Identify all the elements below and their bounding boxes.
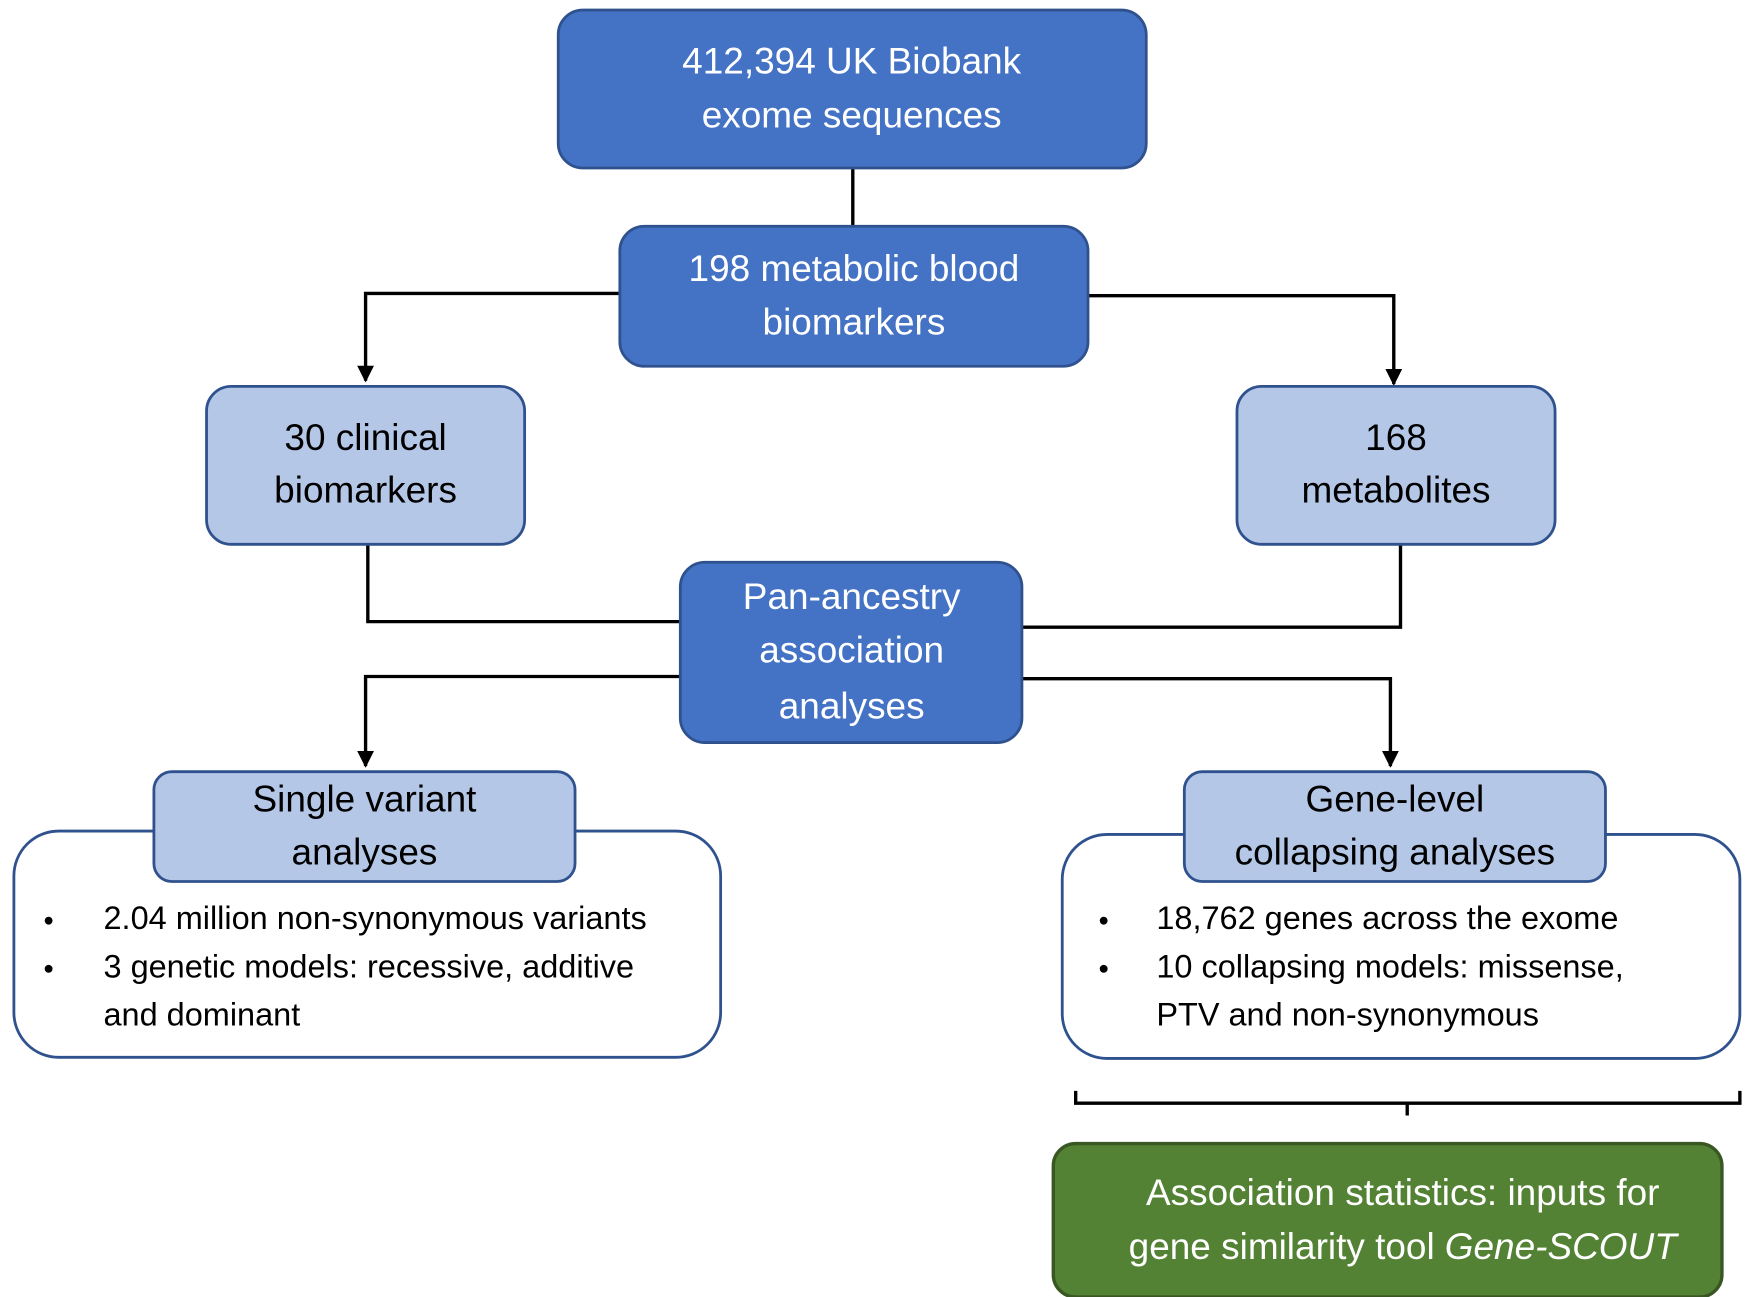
node-text: analyses bbox=[292, 831, 438, 872]
node-text: metabolites bbox=[1302, 470, 1491, 511]
bullet-text: 18,762 genes across the exome bbox=[1156, 900, 1618, 936]
bullet bbox=[1099, 916, 1108, 925]
node-text-italic: Gene-SCOUT bbox=[1445, 1226, 1679, 1267]
node-text: Gene-level bbox=[1306, 779, 1485, 820]
arrow bbox=[1088, 294, 1403, 386]
connector bbox=[1023, 544, 1403, 629]
connectors bbox=[357, 168, 1742, 1116]
arrow bbox=[1021, 677, 1399, 768]
arrow bbox=[357, 674, 681, 768]
node-text: Single variant bbox=[253, 779, 477, 820]
result-box bbox=[1051, 1141, 1724, 1297]
node-text: Pan-ancestry bbox=[743, 576, 961, 617]
node-text: gene similarity tool Gene-SCOUT bbox=[1129, 1226, 1680, 1267]
node-text: analyses bbox=[779, 686, 925, 727]
bullet-text: 2.04 million non-synonymous variants bbox=[103, 900, 646, 936]
node-text: biomarkers bbox=[274, 470, 457, 511]
node-text-part: gene similarity tool bbox=[1129, 1226, 1435, 1267]
brace bbox=[1074, 1090, 1742, 1116]
bullet-text: 3 genetic models: recessive, additive bbox=[103, 948, 634, 984]
node-text: biomarkers bbox=[763, 302, 946, 343]
node-box bbox=[1182, 770, 1607, 883]
node-box bbox=[618, 224, 1090, 368]
node-box bbox=[205, 385, 527, 546]
bullet-text: and dominant bbox=[103, 997, 300, 1033]
bullet bbox=[44, 964, 53, 973]
node-text: 198 metabolic blood bbox=[689, 248, 1020, 289]
connector bbox=[366, 544, 681, 624]
node-text: 30 clinical bbox=[284, 417, 446, 458]
bullet bbox=[1099, 964, 1108, 973]
bullet-text: 10 collapsing models: missense, bbox=[1156, 948, 1623, 984]
node-text: 168 bbox=[1365, 417, 1427, 458]
node-text: 412,394 UK Biobank bbox=[682, 41, 1022, 82]
bullet-text: PTV and non-synonymous bbox=[1156, 997, 1539, 1033]
node-text: Association statistics: inputs for bbox=[1146, 1172, 1659, 1213]
bullet bbox=[44, 916, 53, 925]
node-text: association bbox=[759, 630, 944, 671]
node-box bbox=[1235, 385, 1557, 546]
node-box bbox=[556, 8, 1148, 170]
node-box bbox=[152, 770, 577, 883]
node-text: collapsing analyses bbox=[1235, 831, 1555, 872]
arrow bbox=[357, 291, 620, 383]
node-text: exome sequences bbox=[702, 94, 1002, 135]
node-box bbox=[678, 560, 1024, 744]
